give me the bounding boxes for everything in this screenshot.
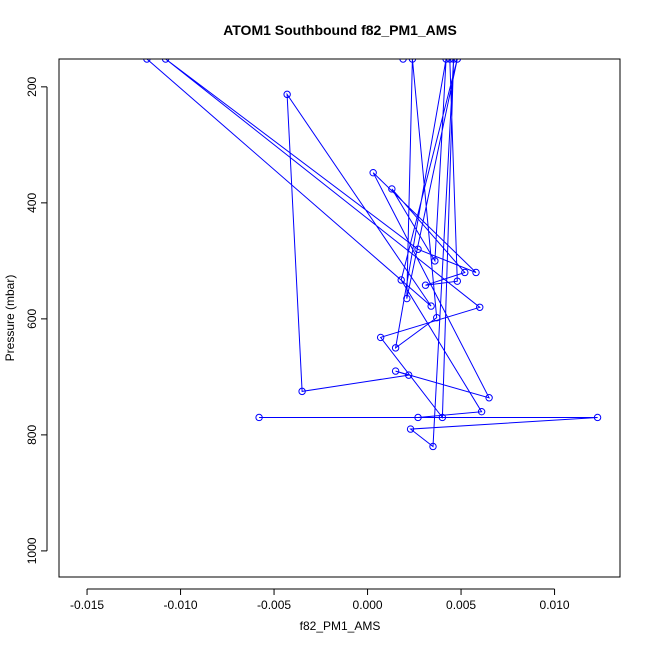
data-point [446, 59, 454, 63]
data-point [391, 344, 400, 352]
data-point [403, 294, 411, 303]
data-point [408, 59, 417, 63]
data-point [485, 394, 493, 402]
data-point [431, 257, 439, 265]
y-tick-label: 600 [25, 309, 39, 329]
data-point [399, 59, 407, 63]
y-tick-label: 1000 [25, 537, 39, 564]
data-point [438, 413, 447, 422]
y-tick-label: 200 [25, 77, 39, 97]
data-point [472, 268, 480, 277]
x-tick-label: -0.015 [70, 598, 104, 612]
data-point [429, 442, 437, 451]
data-point [298, 387, 306, 396]
data-point [477, 407, 486, 416]
data-point [388, 185, 396, 193]
data-point [421, 281, 430, 289]
data-point [397, 276, 405, 284]
x-tick-label: -0.005 [257, 598, 291, 612]
series-layer [143, 59, 602, 451]
x-axis-label: f82_PM1_AMS [300, 619, 381, 633]
data-point [161, 59, 170, 63]
data-point [369, 168, 377, 177]
y-tick-label: 800 [25, 425, 39, 445]
data-point [453, 277, 462, 285]
series-line [146, 59, 598, 448]
y-axis: 200 400 600 800 1000 [25, 77, 48, 564]
data-point [376, 333, 385, 342]
y-tick-label: 400 [25, 193, 39, 213]
data-point [414, 413, 422, 422]
data-point [476, 303, 484, 311]
data-point [427, 302, 435, 310]
data-point [593, 413, 602, 422]
x-tick-label: 0.010 [540, 598, 570, 612]
data-point [414, 245, 422, 253]
x-tick-label: 0.005 [446, 598, 476, 612]
data-point [449, 59, 458, 63]
x-tick-label: -0.010 [164, 598, 198, 612]
data-point [143, 59, 151, 63]
data-point [453, 59, 462, 63]
data-point [442, 59, 450, 63]
x-axis: -0.015 -0.010 -0.005 0.000 0.005 0.010 [70, 588, 570, 612]
data-point [404, 371, 413, 379]
x-tick-label: 0.000 [353, 598, 383, 612]
chart-title: ATOM1 Southbound f82_PM1_AMS [223, 22, 457, 38]
data-point [283, 90, 291, 99]
data-point [461, 268, 469, 277]
plot-frame [58, 58, 621, 578]
data-point [406, 425, 415, 433]
data-point [433, 314, 441, 322]
y-axis-label: Pressure (mbar) [3, 275, 17, 362]
data-point [391, 367, 400, 375]
data-point [255, 413, 263, 422]
